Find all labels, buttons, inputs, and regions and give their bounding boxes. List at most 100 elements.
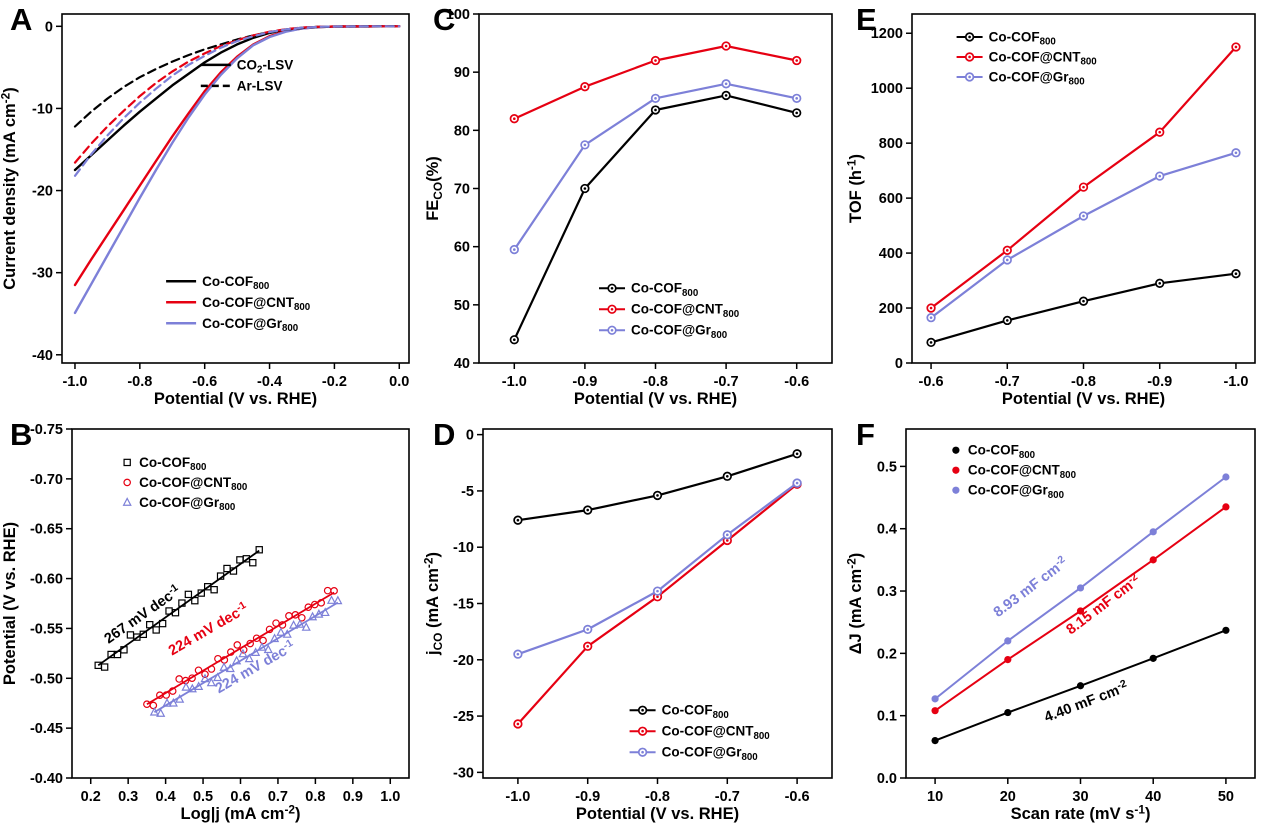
svg-text:0: 0 xyxy=(466,428,474,444)
svg-text:0.1: 0.1 xyxy=(877,709,897,725)
svg-text:Co-COF@Gr800: Co-COF@Gr800 xyxy=(662,745,758,763)
svg-text:-1.0: -1.0 xyxy=(505,789,530,805)
svg-text:-0.6: -0.6 xyxy=(785,789,810,805)
svg-text:Co-COF800: Co-COF800 xyxy=(989,29,1056,47)
svg-text:Co-COF@CNT800: Co-COF@CNT800 xyxy=(139,475,247,493)
svg-text:Co-COF@CNT800: Co-COF@CNT800 xyxy=(968,463,1076,481)
panel-label-b: B xyxy=(10,417,33,452)
svg-text:-0.6: -0.6 xyxy=(919,374,944,390)
svg-text:0.0: 0.0 xyxy=(877,771,897,787)
svg-text:224 mV dec-1: 224 mV dec-1 xyxy=(212,638,298,697)
svg-text:0.3: 0.3 xyxy=(118,789,138,805)
tof-chart: -0.6 -0.7 -0.8 -0.9 -1.0 0 200 400 600 800 1000 120… xyxy=(846,13,1256,408)
svg-text:Potential (V vs. RHE): Potential (V vs. RHE) xyxy=(574,390,737,408)
svg-text:-0.4: -0.4 xyxy=(257,374,282,390)
svg-text:Potential (V vs. RHE): Potential (V vs. RHE) xyxy=(154,390,317,408)
svg-text:-10: -10 xyxy=(453,540,474,556)
tafel-chart: 0.2 0.3 0.4 0.5 0.6 0.7 0.8 0.9 1.0 -0.75 -0.70 -0.… xyxy=(1,422,410,823)
svg-text:-0.70: -0.70 xyxy=(30,472,63,488)
svg-text:Co-COF800: Co-COF800 xyxy=(139,455,206,473)
svg-text:400: 400 xyxy=(879,246,903,262)
svg-text:-20: -20 xyxy=(32,184,53,200)
panel-d: D -1.0 -0.9 -0.8 -0.7 -0.6 0 -5 -10 -15 -20 -25 -30… xyxy=(423,415,846,830)
svg-text:Co-COF@Gr800: Co-COF@Gr800 xyxy=(631,323,727,341)
panel-b: B 0.2 0.3 0.4 0.5 0.6 0.7 0.8 0.9 1.0 -0.75 -0.70 -… xyxy=(0,415,423,830)
svg-text:0.4: 0.4 xyxy=(156,789,176,805)
svg-text:Ar-LSV: Ar-LSV xyxy=(237,78,283,93)
svg-text:0.9: 0.9 xyxy=(343,789,363,805)
svg-text:0.5: 0.5 xyxy=(193,789,213,805)
svg-text:10: 10 xyxy=(927,789,943,805)
svg-text:1.0: 1.0 xyxy=(380,789,400,805)
svg-text:-30: -30 xyxy=(32,266,53,282)
svg-text:-30: -30 xyxy=(453,765,474,781)
svg-text:-0.9: -0.9 xyxy=(575,789,600,805)
svg-text:Co-COF@Gr800: Co-COF@Gr800 xyxy=(139,495,235,513)
svg-text:Scan rate (mV s-1): Scan rate (mV s-1) xyxy=(1011,802,1151,823)
svg-text:Co-COF@Gr800: Co-COF@Gr800 xyxy=(968,483,1064,501)
svg-text:-0.9: -0.9 xyxy=(1147,374,1172,390)
svg-text:1200: 1200 xyxy=(871,26,903,42)
svg-text:-0.6: -0.6 xyxy=(784,374,809,390)
svg-text:800: 800 xyxy=(879,136,903,152)
svg-text:-1.0: -1.0 xyxy=(502,374,527,390)
svg-text:-25: -25 xyxy=(453,709,474,725)
svg-text:200: 200 xyxy=(879,301,903,317)
svg-text:Co-COF@Gr800: Co-COF@Gr800 xyxy=(989,69,1085,87)
svg-text:60: 60 xyxy=(454,240,470,256)
svg-text:-10: -10 xyxy=(32,101,53,117)
svg-text:-0.55: -0.55 xyxy=(30,621,63,637)
panel-c: C -1.0 -0.9 -0.8 -0.7 -0.6 40 50 60 70 80 90 100 Pot… xyxy=(423,0,846,415)
svg-text:CO2-LSV: CO2-LSV xyxy=(237,57,293,75)
svg-text:Co-COF@CNT800: Co-COF@CNT800 xyxy=(202,295,310,313)
svg-text:jCO (mA cm-2): jCO (mA cm-2) xyxy=(423,552,445,656)
svg-text:-0.75: -0.75 xyxy=(30,422,63,438)
svg-text:100: 100 xyxy=(446,7,470,23)
svg-text:-0.60: -0.60 xyxy=(30,572,63,588)
svg-text:Co-COF@Gr800: Co-COF@Gr800 xyxy=(202,316,298,334)
svg-text:70: 70 xyxy=(454,182,470,198)
svg-text:4.40 mF cm-2: 4.40 mF cm-2 xyxy=(1042,678,1131,726)
svg-text:0.7: 0.7 xyxy=(268,789,288,805)
svg-text:Co-COF@CNT800: Co-COF@CNT800 xyxy=(989,49,1097,67)
svg-text:-20: -20 xyxy=(453,653,474,669)
svg-text:Co-COF800: Co-COF800 xyxy=(968,443,1035,461)
svg-text:80: 80 xyxy=(454,123,470,139)
svg-text:0.0: 0.0 xyxy=(389,374,409,390)
svg-text:600: 600 xyxy=(879,191,903,207)
svg-text:-0.40: -0.40 xyxy=(30,771,63,787)
svg-text:0.3: 0.3 xyxy=(877,584,897,600)
svg-text:Co-COF800: Co-COF800 xyxy=(202,274,269,292)
svg-text:Co-COF@CNT800: Co-COF@CNT800 xyxy=(662,724,770,742)
svg-text:0.8: 0.8 xyxy=(305,789,325,805)
svg-text:FECO(%): FECO(%) xyxy=(424,156,445,221)
panel-label-f: F xyxy=(856,417,875,452)
svg-text:-0.7: -0.7 xyxy=(714,374,739,390)
svg-text:8.93 mF cm-2: 8.93 mF cm-2 xyxy=(990,554,1071,621)
svg-text:50: 50 xyxy=(454,298,470,314)
svg-text:Potential (V vs. RHE): Potential (V vs. RHE) xyxy=(1,522,19,685)
svg-text:8.15 mF cm-2: 8.15 mF cm-2 xyxy=(1063,571,1144,638)
svg-text:40: 40 xyxy=(1145,789,1161,805)
svg-text:-0.8: -0.8 xyxy=(645,789,670,805)
svg-text:-5: -5 xyxy=(461,484,474,500)
svg-text:-0.8: -0.8 xyxy=(127,374,152,390)
co-partial-current-chart: -1.0 -0.9 -0.8 -0.7 -0.6 0 -5 -10 -15 -20 -25 -30 Po… xyxy=(423,428,833,823)
svg-text:50: 50 xyxy=(1218,789,1234,805)
svg-text:0.5: 0.5 xyxy=(877,459,897,475)
panel-e: E -0.6 -0.7 -0.8 -0.9 -1.0 0 200 400 600 800 1000 1… xyxy=(846,0,1269,415)
svg-text:ΔJ (mA cm-2): ΔJ (mA cm-2) xyxy=(846,553,865,655)
svg-text:Current density (mA cm-2): Current density (mA cm-2) xyxy=(0,87,19,290)
svg-text:Log|j (mA cm-2): Log|j (mA cm-2) xyxy=(181,802,301,823)
svg-text:0: 0 xyxy=(45,19,53,35)
svg-text:-0.2: -0.2 xyxy=(322,374,347,390)
svg-text:-0.7: -0.7 xyxy=(715,789,740,805)
double-layer-capacitance-chart: 10 20 30 40 50 0.0 0.1 0.2 0.3 0.4 0.5 Scan rate (m… xyxy=(846,428,1256,823)
svg-text:Potential (V vs. RHE): Potential (V vs. RHE) xyxy=(576,805,739,823)
svg-text:0.4: 0.4 xyxy=(877,522,897,538)
panel-label-e: E xyxy=(856,2,877,37)
svg-text:-0.9: -0.9 xyxy=(572,374,597,390)
svg-text:Co-COF@CNT800: Co-COF@CNT800 xyxy=(631,302,739,320)
svg-text:-0.65: -0.65 xyxy=(30,522,63,538)
